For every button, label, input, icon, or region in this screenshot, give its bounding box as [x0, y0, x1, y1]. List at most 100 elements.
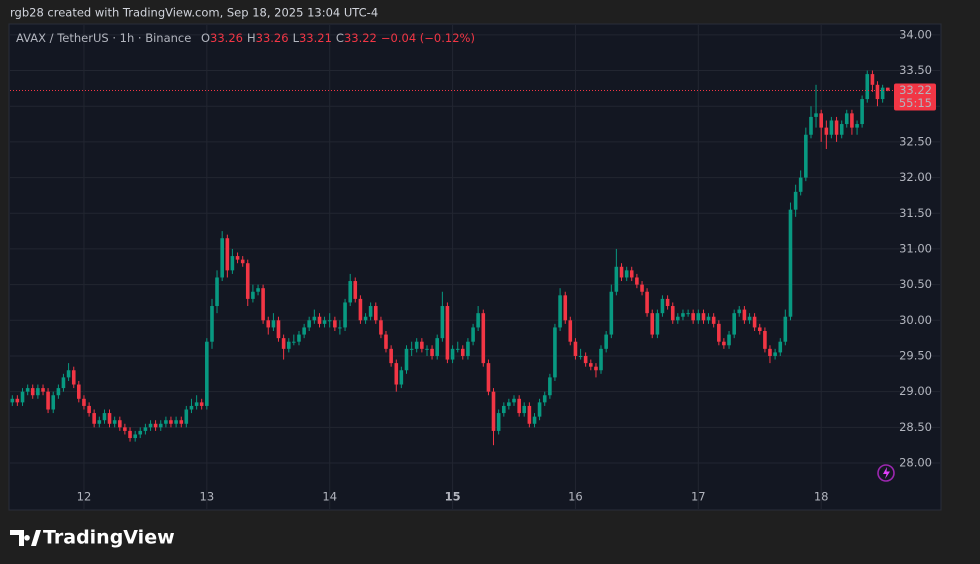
candle-body — [722, 341, 726, 346]
candle-body — [686, 313, 690, 315]
candle-body — [568, 320, 573, 342]
candle-body — [230, 256, 235, 271]
candle-body — [256, 288, 260, 292]
candle-body — [604, 334, 608, 349]
ohlc-value: 33.26 — [256, 31, 289, 45]
candle-body — [747, 316, 752, 321]
candle-body — [512, 398, 516, 403]
candle-body — [66, 370, 71, 378]
candle-body — [312, 316, 317, 321]
candle-body — [46, 391, 50, 410]
candle-body — [215, 277, 219, 307]
candle-body — [558, 295, 562, 328]
candle-body — [245, 263, 250, 299]
candle-body — [450, 348, 455, 360]
candle-body — [491, 391, 496, 431]
candle-body — [343, 302, 347, 328]
y-tick-label: 34.00 — [899, 27, 932, 41]
candle-body — [199, 402, 204, 406]
x-tick-label: 14 — [322, 490, 337, 504]
candle-body — [425, 348, 429, 350]
candle-body — [460, 348, 465, 356]
candle-body — [481, 313, 486, 364]
brand: TradingView — [43, 527, 175, 549]
candle-body — [158, 423, 163, 428]
candle-body — [36, 388, 40, 396]
candle-body — [757, 327, 762, 332]
candle-body — [384, 334, 388, 349]
candle-body — [107, 413, 112, 424]
candle-body — [225, 238, 230, 271]
candle-body — [363, 316, 368, 321]
candle-body — [476, 313, 480, 328]
price-tag-value: 33.22 — [899, 83, 932, 97]
candle-body — [670, 306, 675, 321]
candle-body — [619, 266, 624, 278]
candle-body — [589, 363, 593, 367]
candle-body — [768, 348, 772, 356]
candle-body — [440, 306, 445, 339]
ohlc-value: 33.22 — [344, 31, 377, 45]
candle-body — [41, 388, 45, 392]
candle-body — [788, 209, 793, 317]
ohlc-letter: L — [293, 31, 300, 45]
candle-body — [742, 309, 747, 321]
y-tick-label: 32.50 — [899, 134, 932, 148]
candle-body — [205, 341, 209, 406]
candle-body — [56, 388, 61, 396]
candle-body — [717, 323, 721, 342]
candle-body — [435, 338, 440, 356]
candle-body — [445, 306, 450, 360]
candle-body — [76, 384, 81, 399]
candle-body — [179, 420, 184, 424]
candle-body — [496, 413, 501, 431]
candle-body — [778, 341, 783, 353]
candle-body — [302, 327, 306, 335]
candle-body — [379, 320, 383, 335]
candle-body — [276, 320, 281, 339]
candle-body — [865, 74, 870, 100]
candle-body — [839, 124, 844, 135]
y-tick-label: 29.50 — [899, 348, 932, 362]
ohlc-letter: H — [247, 31, 256, 45]
ohlc-value: 33.21 — [299, 31, 332, 45]
candle-body — [97, 420, 102, 424]
grid — [10, 25, 940, 509]
chart-pane — [8, 23, 942, 511]
x-tick-label: 17 — [691, 490, 706, 504]
candle-body — [389, 348, 393, 364]
candle-body — [148, 423, 153, 428]
candle-body — [71, 370, 76, 385]
candle-body — [430, 348, 434, 356]
candle-body — [455, 348, 460, 350]
candle-body — [153, 423, 158, 428]
candle-body — [394, 363, 399, 385]
candle-body — [696, 313, 701, 321]
candle-body — [804, 134, 808, 178]
y-tick-label: 33.50 — [899, 63, 932, 77]
candle-body — [322, 320, 327, 324]
candle-body — [614, 266, 619, 292]
candle-body — [20, 391, 25, 403]
candle-body — [573, 341, 578, 356]
candle-body — [665, 298, 670, 307]
ohlc-letter: C — [336, 31, 344, 45]
candle-body — [261, 288, 265, 321]
candle-body — [660, 298, 665, 314]
candle-body — [118, 420, 122, 428]
candle-body — [783, 316, 788, 342]
candle-body — [507, 402, 511, 406]
candle-body — [875, 84, 880, 100]
candle-body — [30, 388, 35, 396]
candle-body — [368, 306, 373, 317]
ohlc-letter: O — [201, 31, 210, 45]
candle-body — [471, 327, 475, 342]
candle-body — [466, 341, 470, 356]
candle-body — [870, 74, 875, 85]
candle-body — [92, 413, 96, 424]
y-tick-label: 31.50 — [899, 206, 932, 220]
candle-body — [711, 316, 716, 324]
change: −0.04 (−0.12%) — [381, 31, 475, 45]
candle-body — [640, 284, 644, 292]
